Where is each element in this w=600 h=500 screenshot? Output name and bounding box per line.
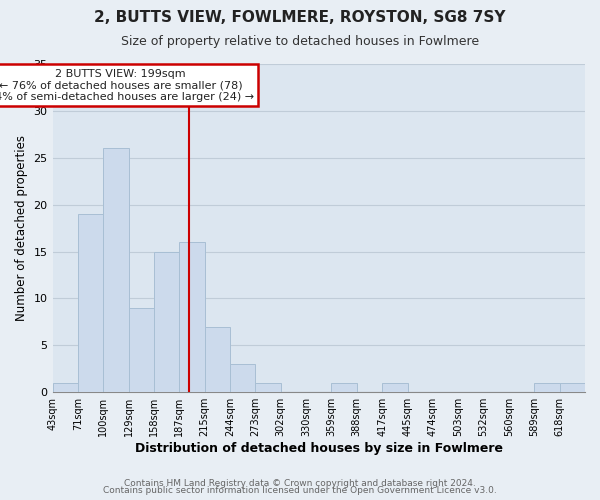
Bar (331, 383, 357, 392)
Y-axis label: Number of detached properties: Number of detached properties (15, 135, 28, 321)
Bar (256, 383, 281, 392)
Text: Contains HM Land Registry data © Crown copyright and database right 2024.: Contains HM Land Registry data © Crown c… (124, 478, 476, 488)
Bar (103, 148, 128, 392)
Text: Size of property relative to detached houses in Fowlmere: Size of property relative to detached ho… (121, 35, 479, 48)
X-axis label: Distribution of detached houses by size in Fowlmere: Distribution of detached houses by size … (135, 442, 503, 455)
Bar (128, 308, 154, 392)
Bar (154, 252, 179, 392)
Text: 2 BUTTS VIEW: 199sqm
← 76% of detached houses are smaller (78)
24% of semi-detac: 2 BUTTS VIEW: 199sqm ← 76% of detached h… (0, 68, 254, 102)
Bar (205, 326, 230, 392)
Bar (230, 364, 256, 392)
Bar (382, 383, 407, 392)
Bar (179, 242, 205, 392)
Bar (534, 383, 560, 392)
Text: Contains public sector information licensed under the Open Government Licence v3: Contains public sector information licen… (103, 486, 497, 495)
Bar (78, 214, 103, 392)
Text: 2, BUTTS VIEW, FOWLMERE, ROYSTON, SG8 7SY: 2, BUTTS VIEW, FOWLMERE, ROYSTON, SG8 7S… (94, 10, 506, 25)
Bar (560, 383, 585, 392)
Bar (53, 383, 78, 392)
